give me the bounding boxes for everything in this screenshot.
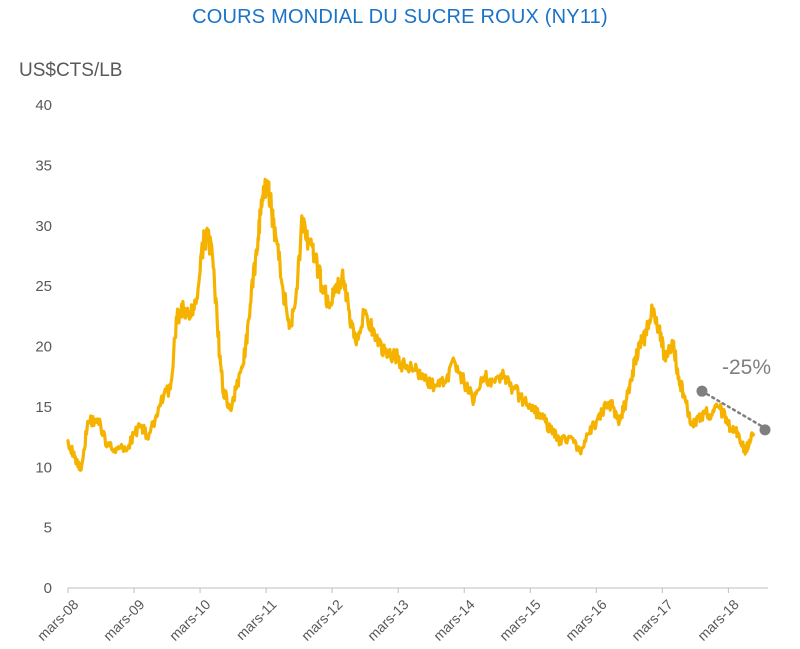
y-tick-label: 0 bbox=[44, 580, 52, 597]
trend-start-dot bbox=[696, 385, 708, 397]
y-tick-label: 10 bbox=[35, 459, 52, 476]
x-tick-label: mars-16 bbox=[562, 596, 610, 644]
x-axis-ticks: mars-08 mars-09 mars-10 mars-11 mars-12 mars-… bbox=[34, 588, 742, 644]
x-tick-label: mars-14 bbox=[430, 596, 478, 644]
trend-dotted-line bbox=[700, 389, 770, 432]
series-line bbox=[66, 177, 756, 472]
y-axis-ticks: 0 5 10 15 20 25 30 35 40 bbox=[35, 97, 52, 597]
chart-title: COURS MONDIAL DU SUCRE ROUX (NY11) bbox=[192, 6, 608, 28]
x-tick-label: mars-11 bbox=[233, 596, 280, 643]
y-tick-label: 15 bbox=[35, 399, 52, 416]
x-tick-label: mars-18 bbox=[694, 596, 742, 644]
trend-end-dot bbox=[759, 424, 771, 436]
x-tick-label: mars-09 bbox=[100, 596, 148, 644]
x-tick-label: mars-12 bbox=[298, 596, 346, 644]
y-tick-label: 40 bbox=[35, 97, 52, 114]
y-tick-label: 5 bbox=[44, 520, 52, 537]
x-tick-label: mars-15 bbox=[496, 596, 544, 644]
x-tick-label: mars-13 bbox=[364, 596, 412, 644]
y-tick-label: 30 bbox=[35, 218, 52, 235]
x-tick-label: mars-10 bbox=[166, 596, 214, 644]
y-axis-unit-label: US$CTS/LB bbox=[19, 60, 123, 81]
x-tick-label: mars-17 bbox=[628, 596, 676, 644]
y-tick-label: 35 bbox=[35, 157, 52, 174]
y-tick-label: 25 bbox=[35, 278, 52, 295]
x-tick-label: mars-08 bbox=[34, 596, 82, 644]
trend-annotation-label: -25% bbox=[722, 356, 772, 379]
y-tick-label: 20 bbox=[35, 339, 52, 356]
